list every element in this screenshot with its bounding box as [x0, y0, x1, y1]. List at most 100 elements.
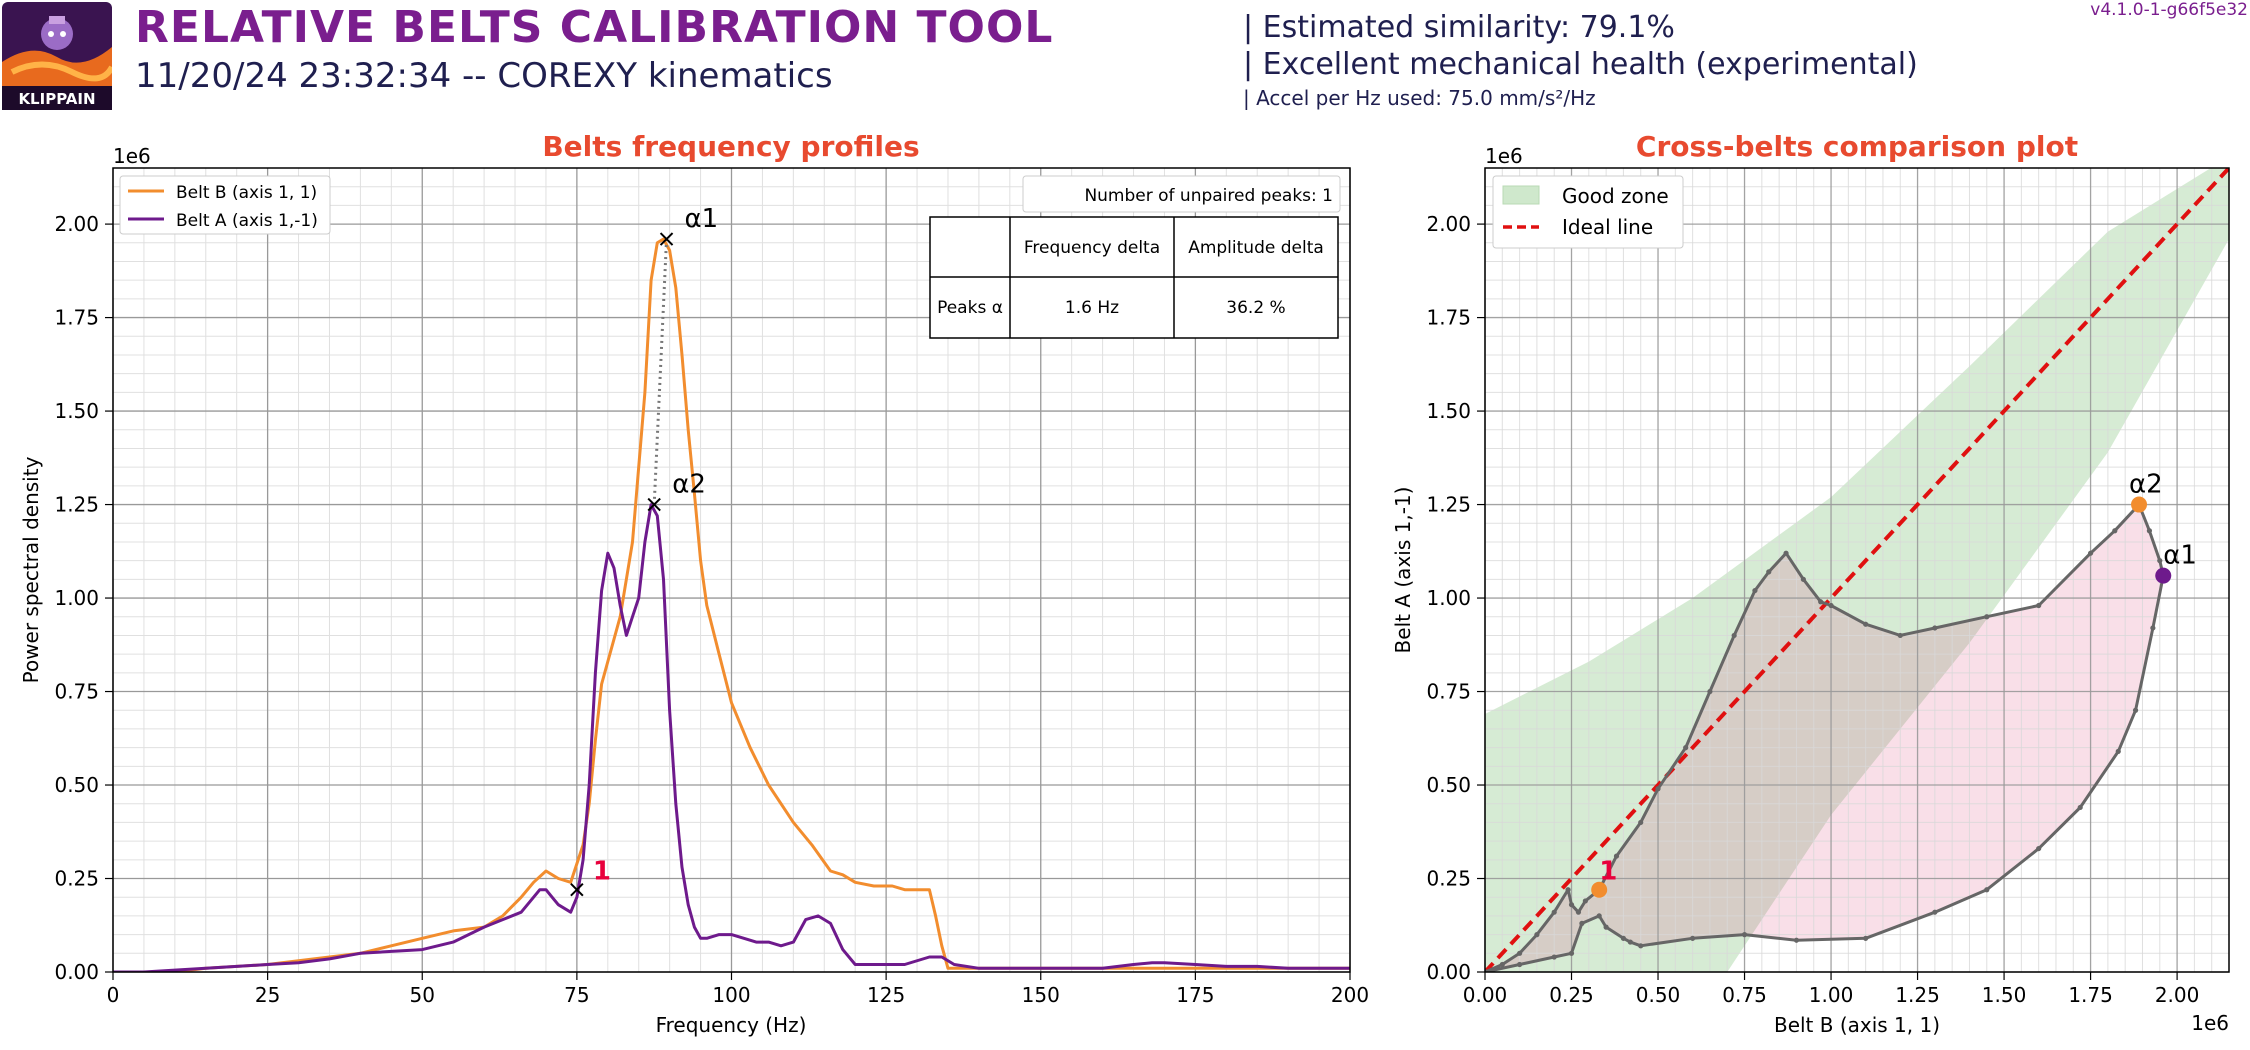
- right-x-multiplier: 1e6: [2191, 1011, 2229, 1035]
- contour-point: [1565, 887, 1571, 893]
- contour-point: [1568, 902, 1575, 908]
- right-y-tick-label: 0.75: [1426, 680, 1471, 704]
- contour-point: [2150, 625, 2156, 631]
- left-y-tick-label: 0.50: [54, 773, 99, 797]
- right-x-tick-label: 0.50: [1636, 983, 1681, 1007]
- contour-point: [1863, 935, 1869, 941]
- right-x-tick-label: 1.50: [1982, 983, 2027, 1007]
- contour-point: [1551, 954, 1557, 960]
- left-y-tick-label: 0.25: [54, 867, 99, 891]
- legend-belt-b: Belt B (axis 1, 1): [176, 183, 317, 203]
- legend-ideal-line: Ideal line: [1562, 215, 1653, 239]
- left-x-tick-label: 125: [867, 983, 905, 1007]
- left-x-tick-label: 0: [107, 983, 120, 1007]
- cross-peak-point: [1591, 881, 1608, 898]
- klippain-logo: KLIPPAIN: [2, 2, 112, 110]
- contour-point: [1752, 587, 1758, 594]
- right-x-tick-label: 1.75: [2068, 983, 2113, 1007]
- contour-point: [1613, 853, 1620, 859]
- contour-point: [1783, 550, 1789, 556]
- unpaired-peaks-count: Number of unpaired peaks: 1: [1084, 186, 1333, 206]
- left-y-tick-label: 1.75: [54, 306, 99, 330]
- table-row-label: Peaks α: [937, 298, 1003, 318]
- left-chart-title: Belts frequency profiles: [542, 130, 919, 163]
- contour-point: [1568, 950, 1575, 956]
- table-amplitude-delta: 36.2 %: [1226, 298, 1285, 318]
- contour-point: [1863, 621, 1869, 627]
- table-header-frequency-delta: Frequency delta: [1024, 238, 1160, 258]
- right-x-tick-label: 1.00: [1809, 983, 1854, 1007]
- right-y-tick-label: 1.00: [1426, 586, 1471, 610]
- contour-point: [2036, 845, 2042, 852]
- right-y-tick-label: 2.00: [1426, 212, 1471, 236]
- left-peak-label: α1: [685, 204, 719, 234]
- contour-point: [1582, 898, 1588, 904]
- right-x-tick-label: 0.00: [1463, 983, 1508, 1007]
- left-x-tick-label: 75: [564, 983, 589, 1007]
- right-x-tick-label: 0.75: [1722, 983, 1767, 1007]
- right-chart-title: Cross-belts comparison plot: [1636, 130, 2078, 163]
- contour-point: [1897, 632, 1903, 639]
- contour-point: [1655, 786, 1661, 792]
- left-y-tick-label: 1.50: [54, 399, 99, 423]
- left-y-multiplier: 1e6: [113, 144, 151, 168]
- table-header-amplitude-delta: Amplitude delta: [1188, 238, 1324, 258]
- frequency-profiles-chart: Belts frequency profiles 1e6 α1 α2 1 0 25 50…: [19, 130, 1369, 1037]
- legend-swatch-good-zone: [1502, 185, 1540, 205]
- cross-peak-label: α2: [2129, 470, 2163, 500]
- accel-text: | Accel per Hz used: 75.0 mm/s²/Hz: [1243, 86, 1596, 110]
- contour-point: [1932, 625, 1938, 631]
- left-x-tick-label: 150: [1022, 983, 1060, 1007]
- belt-a-line: [113, 503, 1350, 972]
- cross-peak-point: [2155, 567, 2172, 584]
- right-y-multiplier: 1e6: [1485, 144, 1523, 168]
- contour-point: [1741, 932, 1748, 938]
- right-y-axis-label: Belt A (axis 1,-1): [1391, 487, 1415, 654]
- health-text: | Excellent mechanical health (experimen…: [1243, 47, 1918, 82]
- left-y-tick-label: 1.25: [54, 493, 99, 517]
- page-subtitle: 11/20/24 23:32:34 -- COREXY kinematics: [135, 56, 833, 96]
- contour-point: [1793, 937, 1800, 943]
- logo-text: KLIPPAIN: [18, 90, 95, 108]
- contour-point: [2087, 550, 2094, 556]
- left-x-tick-label: 175: [1176, 983, 1214, 1007]
- right-y-tick-label: 0.00: [1426, 960, 1471, 984]
- cross-peak-label: 1: [1599, 857, 1617, 887]
- right-x-tick-label: 0.25: [1549, 983, 1594, 1007]
- table-frequency-delta: 1.6 Hz: [1065, 298, 1119, 318]
- contour-point: [1575, 909, 1582, 915]
- left-peak-marker: [570, 883, 584, 897]
- left-y-axis-label: Power spectral density: [19, 456, 43, 683]
- contour-point: [1690, 935, 1696, 941]
- similarity-text: | Estimated similarity: 79.1%: [1243, 10, 1675, 45]
- left-peak-marker: [647, 497, 661, 512]
- contour-point: [2132, 707, 2139, 713]
- right-legend: Good zone Ideal line: [1492, 175, 1684, 249]
- contour-point: [1603, 924, 1609, 930]
- right-y-tick-label: 1.50: [1426, 399, 1471, 423]
- contour-point: [1596, 913, 1602, 919]
- cross-belts-chart: Cross-belts comparison plot 1e6 1e6 α2 α1…: [1391, 130, 2230, 1037]
- peaks-table: Frequency delta Amplitude delta Peaks α …: [929, 216, 1339, 339]
- contour-point: [1551, 909, 1557, 915]
- contour-point: [1800, 576, 1806, 582]
- contour-point: [1534, 932, 1540, 938]
- right-x-tick-label: 1.25: [1895, 983, 1940, 1007]
- right-y-tick-label: 1.25: [1426, 493, 1471, 517]
- left-x-tick-label: 25: [255, 983, 280, 1007]
- contour-point: [2157, 558, 2163, 564]
- cross-peak-point: [2131, 496, 2148, 513]
- contour-point: [2036, 602, 2042, 609]
- left-y-tick-label: 0.00: [54, 960, 99, 984]
- contour-point: [1499, 961, 1505, 968]
- contour-point: [1818, 599, 1824, 605]
- contour-point: [1731, 632, 1737, 639]
- left-peak-label: α2: [672, 470, 706, 500]
- ideal-line: [1485, 168, 2229, 972]
- contour-point: [1932, 909, 1938, 915]
- contour-point: [1517, 961, 1523, 968]
- contour-point: [1683, 745, 1689, 751]
- contour-point: [2077, 804, 2083, 811]
- page-title: RELATIVE BELTS CALIBRATION TOOL: [135, 2, 1054, 53]
